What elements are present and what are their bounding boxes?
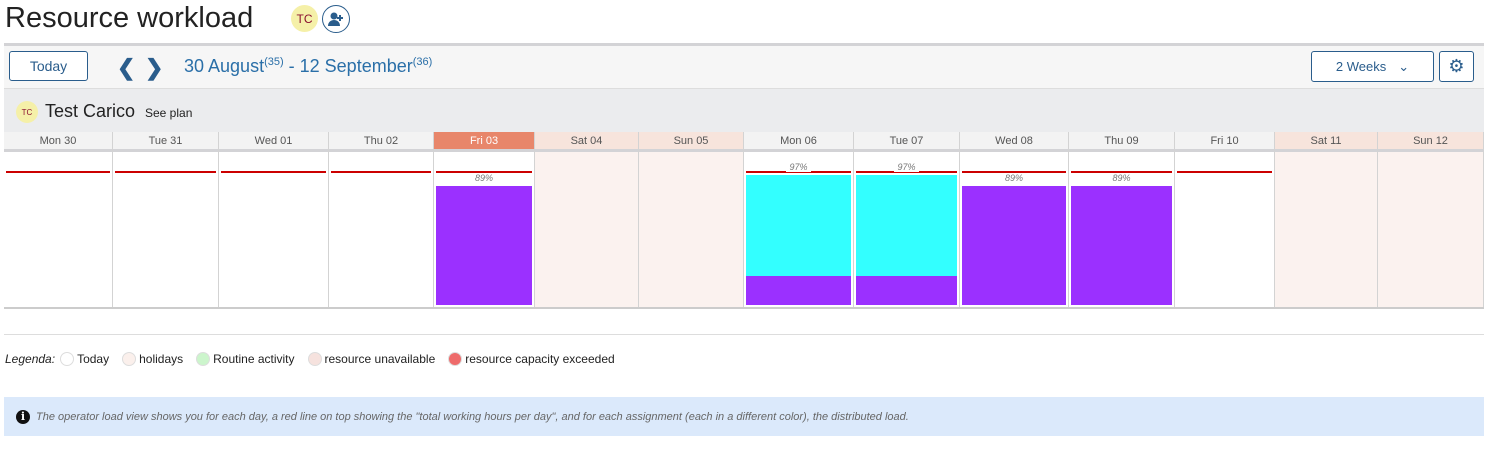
add-user-button[interactable] <box>322 5 350 33</box>
load-percent: 89% <box>1001 173 1026 183</box>
resource-name: Test Carico <box>45 101 136 121</box>
range-sep: - <box>283 56 300 76</box>
load-percent: 97% <box>894 162 919 172</box>
divider <box>4 334 1484 335</box>
see-plan-link[interactable]: See plan <box>145 106 193 120</box>
day-header: Sun 12 <box>1378 132 1483 152</box>
day-header: Fri 10 <box>1175 132 1274 152</box>
day-column: Sat 04 <box>535 132 639 307</box>
load-bar-segment[interactable] <box>856 175 957 276</box>
load-bar-segment[interactable] <box>1071 185 1172 305</box>
legend-swatch <box>60 352 75 366</box>
day-column: Tue 07 97% <box>854 132 960 307</box>
day-column: Mon 06 97% <box>744 132 854 307</box>
legend-swatch <box>448 352 463 366</box>
day-column: Thu 09 89% <box>1069 132 1175 307</box>
period-select[interactable]: 2 Weeks ⌄ <box>1311 51 1434 82</box>
resource-row <box>4 89 1484 132</box>
legend-label: resource capacity exceeded <box>465 352 615 366</box>
load-percent: 97% <box>786 162 811 172</box>
day-column: Thu 02 <box>329 132 434 307</box>
user-plus-icon <box>328 12 343 26</box>
avatar[interactable]: TC <box>291 5 318 32</box>
day-header: Sun 05 <box>639 132 743 152</box>
day-header: Wed 01 <box>219 132 328 152</box>
day-header: Fri 03 <box>434 132 534 152</box>
load-bar-segment[interactable] <box>856 275 957 305</box>
legend-swatch <box>122 352 137 366</box>
day-header: Tue 31 <box>113 132 218 152</box>
day-header: Tue 07 <box>854 132 959 152</box>
capacity-line <box>221 171 326 173</box>
week-start: (35) <box>264 56 284 68</box>
chevron-down-icon: ⌄ <box>1398 58 1410 74</box>
day-header: Mon 06 <box>744 132 853 152</box>
period-value: 2 Weeks <box>1335 59 1387 74</box>
legend: Legenda: Today holidays Routine activity res… <box>5 352 615 366</box>
day-column: Sun 12 <box>1378 132 1484 307</box>
capacity-line <box>331 171 431 173</box>
range-start: 30 August <box>184 56 265 76</box>
day-header: Thu 09 <box>1069 132 1174 152</box>
next-period-button[interactable]: ❯ <box>145 55 164 80</box>
day-column: Wed 01 <box>219 132 329 307</box>
resource-avatar: TC <box>16 101 38 123</box>
legend-label: resource unavailable <box>324 352 436 366</box>
load-bar-segment[interactable] <box>436 185 532 305</box>
day-column: Wed 08 89% <box>960 132 1069 307</box>
day-column: Fri 10 <box>1175 132 1275 307</box>
date-range: 30 August(35) - 12 September(36) <box>184 56 432 77</box>
range-end: 12 September <box>299 56 413 76</box>
load-percent: 89% <box>471 173 496 183</box>
capacity-line <box>1177 171 1272 173</box>
capacity-line <box>6 171 110 173</box>
day-column: Sat 11 <box>1275 132 1378 307</box>
workload-grid: Mon 30 Tue 31 Wed 01 Thu 02 Fri 03 89% Sat 04 S… <box>4 132 1484 309</box>
week-end: (36) <box>412 56 433 68</box>
legend-label: Today <box>77 352 110 366</box>
legend-swatch <box>196 352 211 366</box>
info-banner: i The operator load view shows you for ea… <box>4 397 1484 436</box>
load-bar-segment[interactable] <box>746 175 851 276</box>
toolbar <box>4 43 1484 89</box>
page-title: Resource workload <box>5 2 254 34</box>
day-column: Mon 30 <box>4 132 113 307</box>
day-header: Wed 08 <box>960 132 1068 152</box>
load-bar-segment[interactable] <box>746 275 851 305</box>
settings-button[interactable]: ⚙ <box>1439 51 1474 82</box>
capacity-line <box>115 171 216 173</box>
today-button[interactable]: Today <box>9 51 88 81</box>
legend-title: Legenda: <box>5 352 56 366</box>
day-header: Sat 11 <box>1275 132 1377 152</box>
capacity-line <box>856 171 957 173</box>
day-header: Thu 02 <box>329 132 433 152</box>
capacity-line <box>962 171 1066 173</box>
capacity-line <box>746 171 851 173</box>
load-percent: 89% <box>1109 173 1134 183</box>
legend-label: Routine activity <box>213 352 295 366</box>
prev-period-button[interactable]: ❮ <box>117 55 136 80</box>
legend-swatch <box>307 352 322 366</box>
info-icon: i <box>16 409 30 424</box>
day-column: Sun 05 <box>639 132 744 307</box>
load-bar-segment[interactable] <box>962 185 1066 305</box>
day-column: Fri 03 89% <box>434 132 535 307</box>
day-header: Sat 04 <box>535 132 638 152</box>
info-text: The operator load view shows you for eac… <box>36 410 909 423</box>
legend-label: holidays <box>139 352 184 366</box>
day-header: Mon 30 <box>4 132 112 152</box>
capacity-line <box>436 171 532 173</box>
gear-icon: ⚙ <box>1448 56 1465 76</box>
day-column: Tue 31 <box>113 132 219 307</box>
capacity-line <box>1071 171 1172 173</box>
